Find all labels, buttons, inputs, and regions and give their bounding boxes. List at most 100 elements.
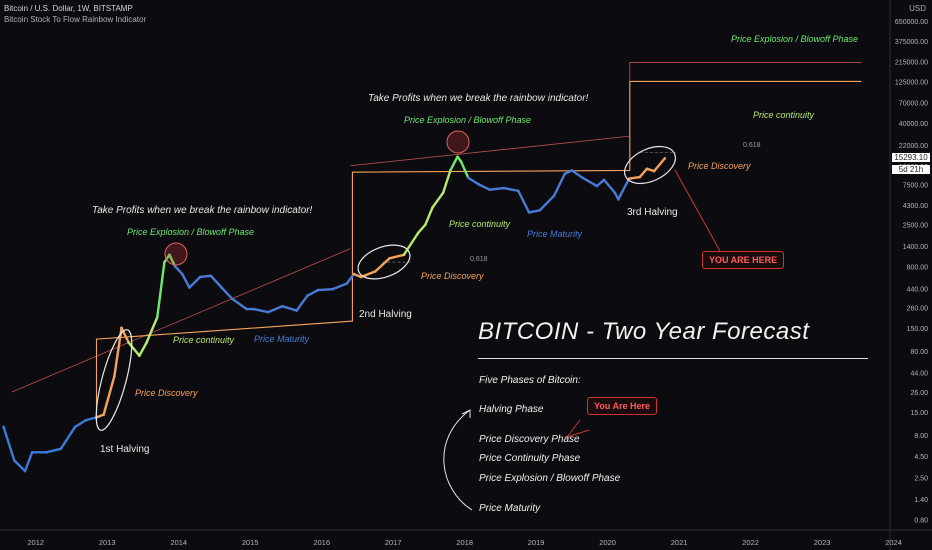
forecast-title: BITCOIN - Two Year Forecast xyxy=(478,318,810,345)
price-series-segment xyxy=(173,265,184,276)
price-series-segment xyxy=(127,341,141,357)
price-series-segment xyxy=(442,169,452,194)
price-series-segment xyxy=(416,223,427,235)
price-point xyxy=(113,374,116,378)
x-tick-label: 2017 xyxy=(385,538,402,547)
price-point xyxy=(638,175,642,179)
y-tick-label: 26.00 xyxy=(910,390,928,397)
price-point xyxy=(581,176,584,180)
x-tick-label: 2023 xyxy=(814,538,831,547)
price-point xyxy=(459,160,463,163)
price-point xyxy=(424,223,427,227)
price-series-segment xyxy=(120,326,130,344)
x-tick-label: 2018 xyxy=(456,538,473,547)
x-tick-label: 2022 xyxy=(742,538,759,547)
price-series-segment xyxy=(431,191,445,209)
you-are-here-small-badge: You Are Here xyxy=(587,397,658,415)
maturity-label-2: Price Maturity xyxy=(527,229,583,239)
phase-discovery: Price Discovery Phase xyxy=(479,434,580,445)
price-point xyxy=(645,167,649,171)
halving-label-1: 1st Halving xyxy=(100,444,150,455)
continuity-label-1: Price continuity xyxy=(173,335,235,345)
price-point xyxy=(120,326,123,330)
price-point xyxy=(552,194,556,198)
bar-countdown-tag: 5d 21h xyxy=(892,165,930,174)
price-series-segment xyxy=(316,287,334,292)
phase-maturity: Price Maturity xyxy=(479,503,541,514)
price-point xyxy=(331,287,334,291)
currency-label: USD xyxy=(909,4,926,13)
price-point xyxy=(402,253,406,257)
price-point xyxy=(595,184,599,188)
y-tick-label: 4300.00 xyxy=(903,203,928,210)
price-series-segment xyxy=(402,231,420,256)
price-series-segment xyxy=(345,272,356,285)
price-series-segment xyxy=(467,176,481,186)
price-series-segment xyxy=(617,177,631,201)
price-point xyxy=(502,186,506,190)
channel-line-2 xyxy=(350,135,630,167)
price-point xyxy=(431,206,434,209)
x-tick-label: 2012 xyxy=(27,538,44,547)
price-series-segment xyxy=(84,416,98,422)
price-point xyxy=(652,169,656,173)
cycle-arrow-head xyxy=(461,409,471,418)
price-series-segment xyxy=(527,209,541,214)
price-series-segment xyxy=(59,425,77,451)
price-point xyxy=(266,310,270,314)
price-series-segment xyxy=(563,169,574,176)
y-tick-label: 80.00 xyxy=(910,349,928,356)
you-are-here-badge: YOU ARE HERE xyxy=(702,251,785,269)
maturity-label-1: Price Maturity xyxy=(254,334,310,344)
price-point xyxy=(23,469,27,473)
price-series-segment xyxy=(113,326,123,378)
price-point xyxy=(281,304,284,308)
price-series-segment xyxy=(581,176,599,188)
price-series-segment xyxy=(13,459,27,473)
price-series-segment xyxy=(220,286,234,301)
price-point xyxy=(466,176,470,180)
price-series-segment xyxy=(198,274,213,279)
symbol-title: Bitcoin / U.S. Dollar, 1W, BITSTAMP xyxy=(4,4,133,13)
price-series-segment xyxy=(266,305,284,314)
price-series-segment xyxy=(252,307,270,314)
price-point xyxy=(527,211,531,214)
price-point xyxy=(617,198,620,201)
price-point xyxy=(145,341,148,344)
y-tick-label: 0.80 xyxy=(914,517,928,524)
price-series-segment xyxy=(23,451,34,473)
price-series-segment xyxy=(145,316,159,344)
phase-continuity: Price Continuity Phase xyxy=(479,453,581,464)
price-point xyxy=(663,157,667,160)
price-point xyxy=(374,270,377,273)
halving-label-2: 2nd Halving xyxy=(359,309,412,320)
price-series-segment xyxy=(331,282,348,291)
price-point xyxy=(155,315,159,319)
halving-label-3: 3rd Halving xyxy=(627,207,678,218)
price-series-segment xyxy=(552,172,566,198)
fib-level-2: 0.618 xyxy=(743,142,761,149)
price-series-segment xyxy=(102,374,116,416)
price-point xyxy=(173,265,177,268)
price-point xyxy=(231,297,234,301)
price-series-segment xyxy=(374,257,391,273)
price-point xyxy=(570,169,574,172)
y-tick-label: 375000.00 xyxy=(895,39,928,46)
explosion-label-1: Price Explosion / Blowoff Phase xyxy=(127,227,255,237)
y-tick-label: 4.50 xyxy=(914,454,928,461)
take-profits-note-1: Take Profits when we break the rainbow i… xyxy=(92,205,313,216)
price-point xyxy=(12,459,16,462)
cycle-arrow xyxy=(443,409,473,511)
price-series-segment xyxy=(652,157,667,173)
top-circle-1 xyxy=(164,242,188,266)
x-tick-label: 2024 xyxy=(885,538,902,547)
price-point xyxy=(45,451,48,454)
price-point xyxy=(102,413,105,416)
price-point xyxy=(488,188,491,192)
x-tick-label: 2020 xyxy=(599,538,616,547)
price-point xyxy=(345,282,349,285)
phase-explosion: Price Explosion / Blowoff Phase xyxy=(479,473,621,484)
discovery-label-3: Price Discovery xyxy=(688,161,751,171)
